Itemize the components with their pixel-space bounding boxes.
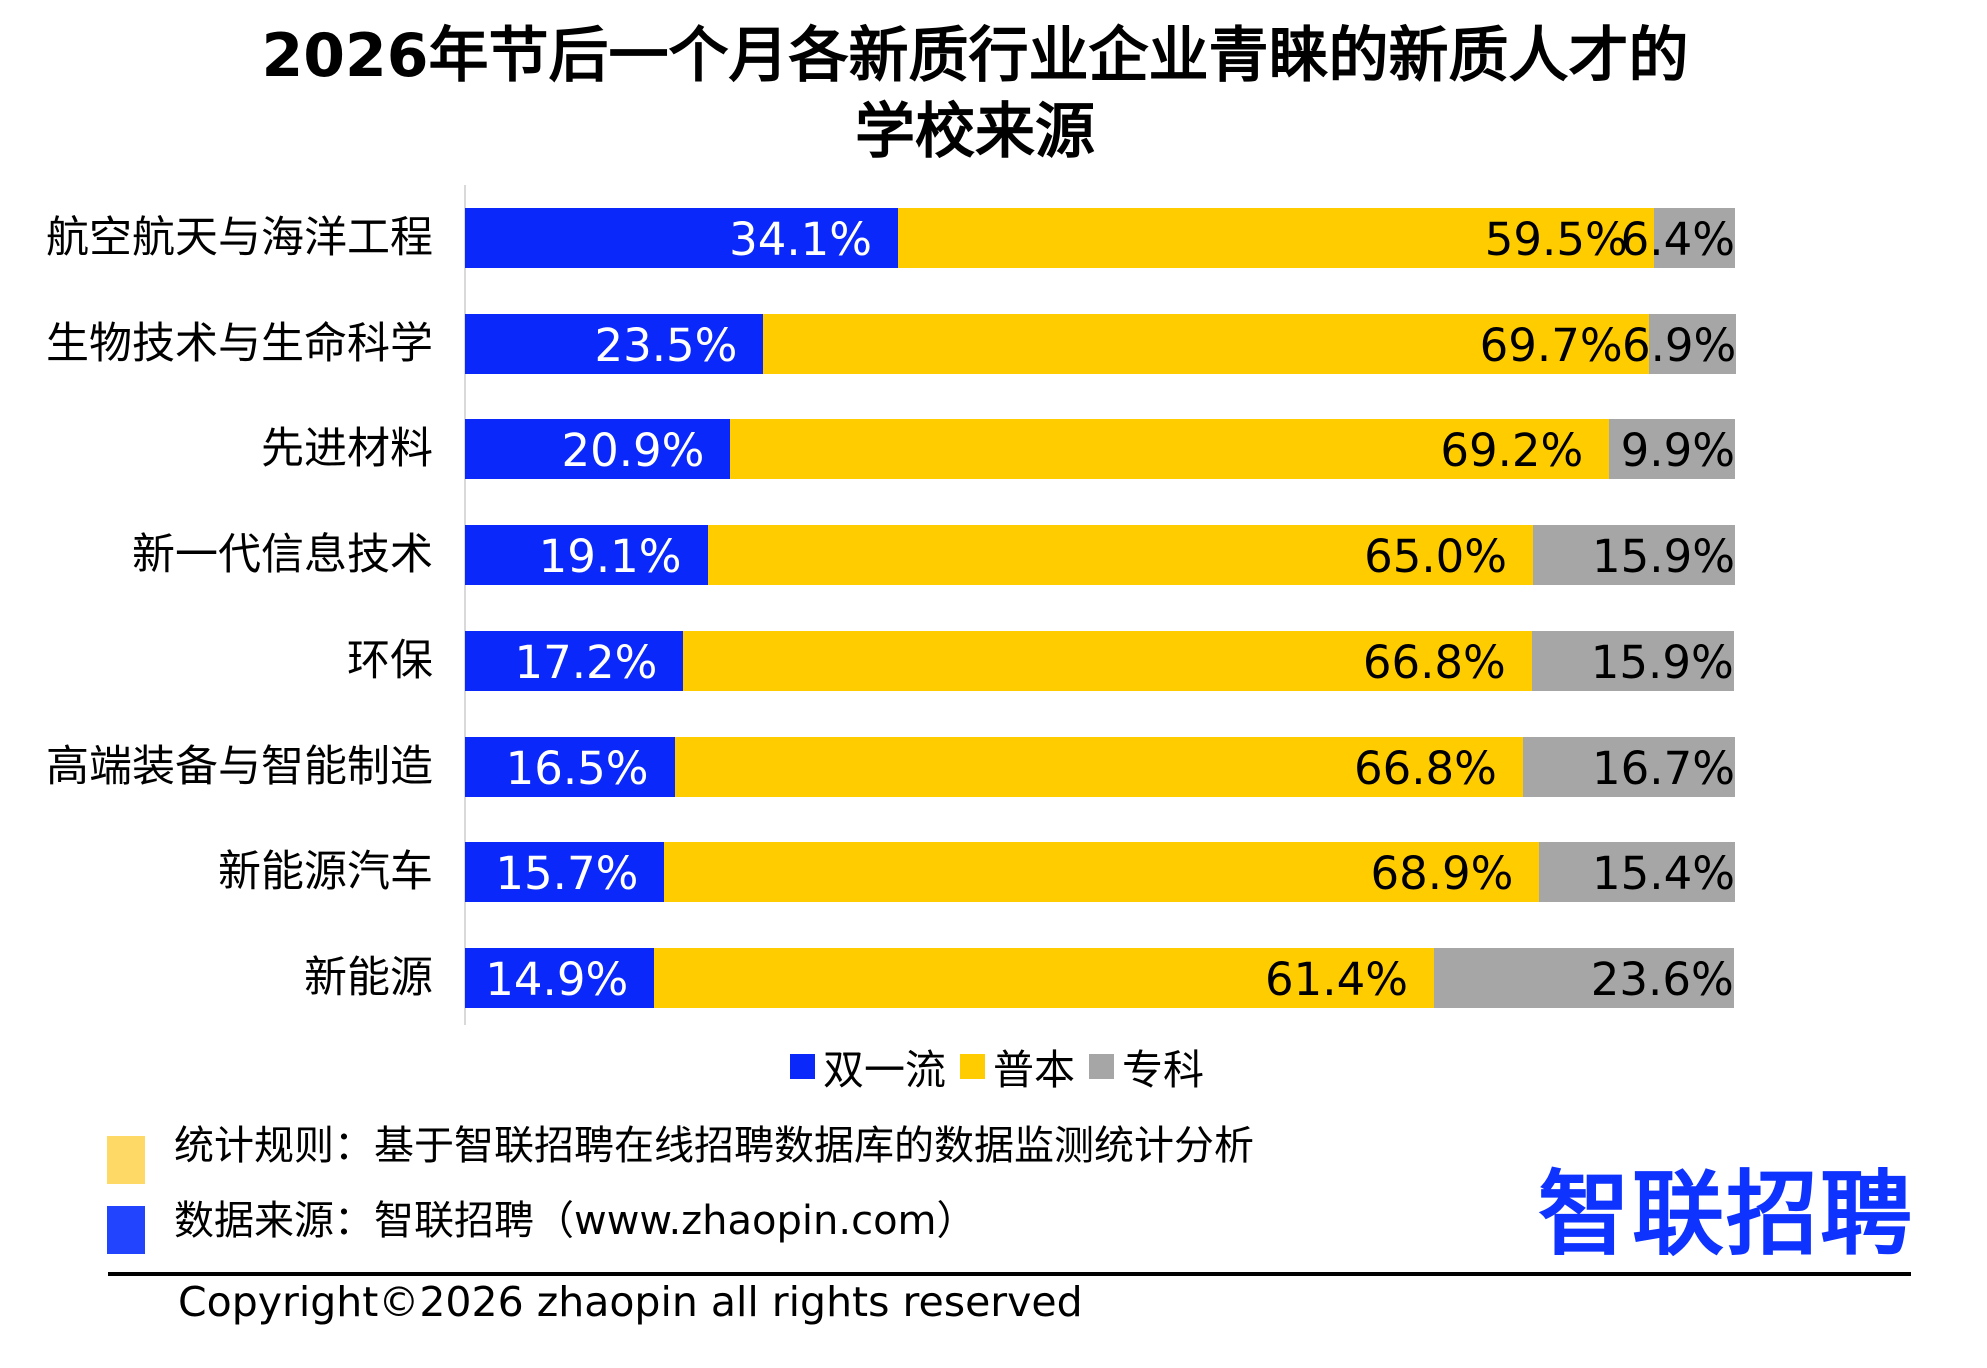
bar-segment-普本 <box>674 736 1523 797</box>
bar-segment-双一流 <box>465 947 655 1008</box>
data-label: 66.8% <box>1362 635 1506 689</box>
category-label: 新一代信息技术 <box>132 530 433 581</box>
bar-segment-双一流 <box>465 525 708 586</box>
bar-segment-专科 <box>1434 947 1734 1008</box>
data-label: 15.4% <box>1592 847 1735 901</box>
bar-segment-普本 <box>654 947 1434 1008</box>
data-label: 17.2% <box>514 635 658 689</box>
legend-label: 双一流 <box>823 1046 946 1094</box>
bar-segment-普本 <box>664 842 1540 903</box>
bar-segment-专科 <box>1522 736 1735 797</box>
bar-segment-专科 <box>1609 419 1735 480</box>
stat-rule-text: 统计规则：基于智联招聘在线招聘数据库的数据监测统计分析 <box>174 1123 1254 1169</box>
data-label: 15.9% <box>1590 635 1734 689</box>
data-label: 59.5% <box>1484 213 1628 266</box>
footer-divider <box>108 1272 1911 1276</box>
zhaopin-logo: 智联招聘 <box>1538 1140 1914 1273</box>
legend-swatch <box>960 1053 985 1079</box>
category-label: 新能源汽车 <box>218 847 433 898</box>
source-marker <box>107 1206 145 1254</box>
bar-segment-专科 <box>1533 525 1735 586</box>
data-label: 34.1% <box>729 213 873 266</box>
bar-segment-专科 <box>1539 842 1735 903</box>
bar-segment-专科 <box>1531 630 1734 691</box>
rule-marker <box>107 1136 145 1184</box>
data-label: 19.1% <box>538 530 682 584</box>
data-label: 68.9% <box>1370 847 1514 901</box>
category-label: 生物技术与生命科学 <box>46 318 433 369</box>
legend-item-2: 专科 <box>1089 1036 1204 1096</box>
category-label: 新能源 <box>304 952 433 1003</box>
bar-segment-普本 <box>730 419 1610 480</box>
bar-segment-双一流 <box>465 630 684 691</box>
bar-segment-双一流 <box>465 419 731 480</box>
data-label: 23.6% <box>1590 952 1734 1006</box>
legend-item-0: 双一流 <box>790 1036 946 1096</box>
legend-swatch <box>1089 1053 1114 1079</box>
legend-item-1: 普本 <box>960 1036 1075 1096</box>
bar-segment-普本 <box>707 525 1534 586</box>
category-axis-line <box>464 185 466 1025</box>
category-label: 航空航天与海洋工程 <box>46 213 433 263</box>
data-label: 65.0% <box>1364 530 1508 584</box>
legend-label: 普本 <box>993 1046 1075 1094</box>
chart-title: 2026年节后一个月各新质行业企业青睐的新质人才的 学校来源 <box>0 18 1950 170</box>
data-label: 23.5% <box>594 318 738 372</box>
data-label: 14.9% <box>485 952 629 1006</box>
bar-segment-普本 <box>683 630 1532 691</box>
legend: 双一流 普本 专科 <box>790 1036 1218 1096</box>
data-source-text: 数据来源：智联招聘（www.zhaopin.com） <box>174 1198 977 1244</box>
title-line-2: 学校来源 <box>855 97 1095 167</box>
data-label: 61.4% <box>1265 952 1409 1006</box>
category-label: 先进材料 <box>261 424 433 475</box>
logo-text: 智联招聘 <box>1538 1161 1915 1268</box>
bar-segment-专科 <box>1648 313 1737 374</box>
data-label: 6.4% <box>1620 213 1735 266</box>
data-label: 69.7% <box>1479 318 1623 372</box>
bar-segment-双一流 <box>465 313 764 374</box>
bar-segment-专科 <box>1653 208 1735 268</box>
bar-segment-双一流 <box>465 736 675 797</box>
legend-swatch <box>790 1053 815 1079</box>
data-label: 66.8% <box>1353 741 1497 795</box>
legend-label: 专科 <box>1122 1046 1204 1094</box>
category-label: 环保 <box>347 635 433 686</box>
data-label: 16.5% <box>505 741 649 795</box>
data-label: 20.9% <box>561 424 705 478</box>
category-label: 高端装备与智能制造 <box>46 741 433 792</box>
bar-segment-普本 <box>898 208 1654 268</box>
data-label: 9.9% <box>1620 424 1735 478</box>
bar-segment-普本 <box>763 313 1649 374</box>
bar-segment-双一流 <box>465 208 899 268</box>
data-label: 69.2% <box>1440 424 1584 478</box>
data-label: 15.7% <box>495 847 639 901</box>
copyright: Copyright©2026 zhaopin all rights reserv… <box>178 1278 1083 1326</box>
title-line-1: 2026年节后一个月各新质行业企业青睐的新质人才的 <box>261 21 1689 91</box>
bar-segment-双一流 <box>465 842 665 903</box>
data-label: 16.7% <box>1592 741 1735 795</box>
data-label: 6.9% <box>1621 318 1737 372</box>
bar-plot-area: 航空航天与海洋工程 34.1% 59.5% 6.4% 生物技术与生命科学 23.5% 69.… <box>46 208 1737 1008</box>
data-label: 15.9% <box>1592 530 1735 584</box>
